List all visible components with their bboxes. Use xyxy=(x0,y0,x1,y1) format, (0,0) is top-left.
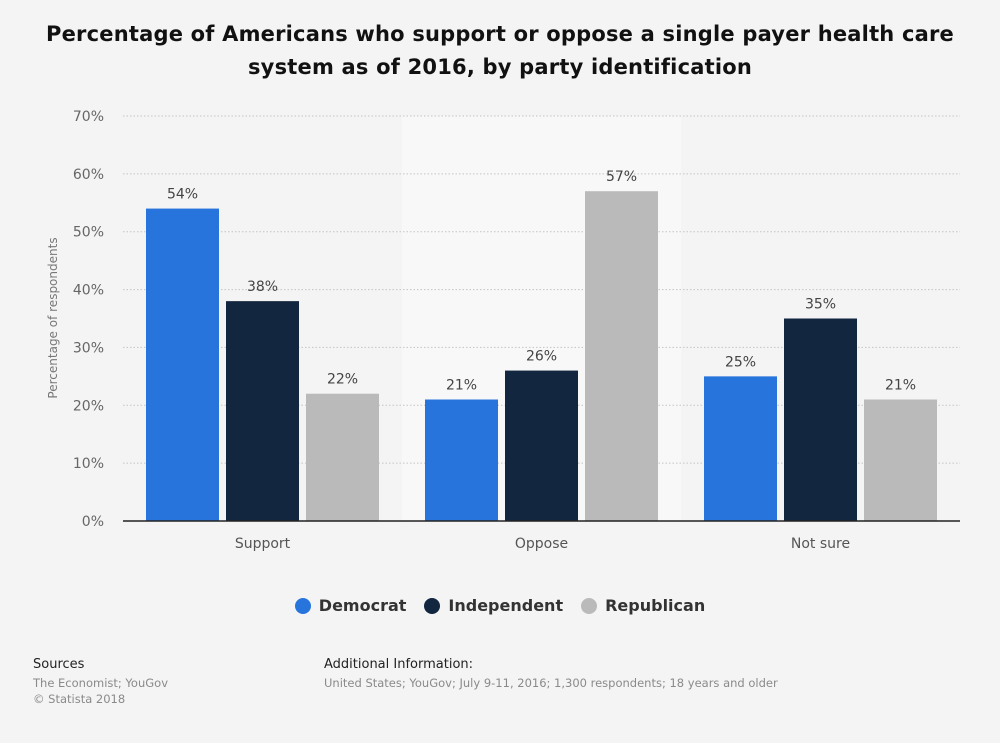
data-label: 57% xyxy=(606,169,637,185)
sources-heading: Sources xyxy=(33,657,85,672)
chart-plot: 0% 10% 20% 30% 40% 50% 60% 70% Percentage of res… xyxy=(46,109,960,552)
bar-democrat-oppose xyxy=(425,399,498,521)
data-label: 22% xyxy=(327,372,358,388)
chart-title: Percentage of Americans who support or o… xyxy=(46,22,954,79)
y-tick-label: 50% xyxy=(73,225,104,241)
legend-label-independent: Independent xyxy=(448,596,564,615)
bar-republican-oppose xyxy=(585,191,658,521)
bar-republican-support xyxy=(306,393,379,521)
bar-independent-oppose xyxy=(505,370,578,521)
bar-independent-not-sure xyxy=(784,318,857,521)
y-tick-label: 10% xyxy=(73,456,104,472)
y-tick-label: 40% xyxy=(73,283,104,299)
legend-label-democrat: Democrat xyxy=(318,596,407,615)
y-tick-label: 20% xyxy=(73,398,104,414)
y-tick-label: 70% xyxy=(73,109,104,125)
bar-democrat-support xyxy=(146,208,219,522)
x-tick-label: Oppose xyxy=(515,536,568,552)
bar-democrat-not-sure xyxy=(704,376,777,521)
sources-line-1: The Economist; YouGov xyxy=(33,676,168,690)
x-tick-label: Not sure xyxy=(791,536,850,552)
sources-block: Sources The Economist; YouGov © Statista… xyxy=(33,657,168,707)
legend-swatch-republican xyxy=(581,597,598,614)
data-label: 21% xyxy=(885,378,916,394)
data-label: 21% xyxy=(446,378,477,394)
additional-info-block: Additional Information: United States; Y… xyxy=(324,657,778,691)
legend-swatch-independent xyxy=(424,597,441,614)
x-tick-label: Support xyxy=(235,536,291,552)
data-label: 38% xyxy=(247,279,278,295)
data-label: 26% xyxy=(526,349,557,365)
y-tick-label: 60% xyxy=(73,167,104,183)
y-axis-title: Percentage of respondents xyxy=(46,237,60,398)
bar-republican-not-sure xyxy=(864,399,937,521)
data-label: 35% xyxy=(805,297,836,313)
y-tick-label: 0% xyxy=(82,514,104,530)
legend-label-republican: Republican xyxy=(605,596,706,615)
y-tick-label: 30% xyxy=(73,340,104,356)
data-label: 54% xyxy=(167,187,198,203)
legend-item-independent[interactable]: Independent xyxy=(424,596,563,615)
data-label: 25% xyxy=(725,354,756,370)
additional-info-heading: Additional Information: xyxy=(324,657,474,672)
chart-legend: Democrat Independent Republican xyxy=(0,596,1000,615)
legend-item-republican[interactable]: Republican xyxy=(581,596,705,615)
legend-swatch-democrat xyxy=(294,597,311,614)
additional-info-text: United States; YouGov; July 9-11, 2016; … xyxy=(324,676,778,690)
legend-item-democrat[interactable]: Democrat xyxy=(294,596,407,615)
sources-line-2: © Statista 2018 xyxy=(33,692,126,706)
bar-independent-support xyxy=(226,301,299,521)
